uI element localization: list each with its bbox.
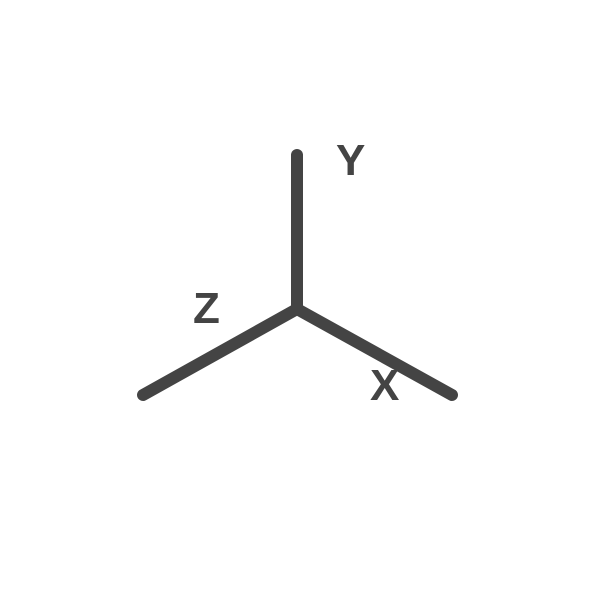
y-axis-label: Y (336, 136, 365, 185)
xyz-axes-icon: Y X Z (0, 0, 600, 600)
z-axis-label: Z (193, 284, 220, 333)
z-axis-line (143, 309, 297, 395)
x-axis-label: X (370, 361, 399, 410)
